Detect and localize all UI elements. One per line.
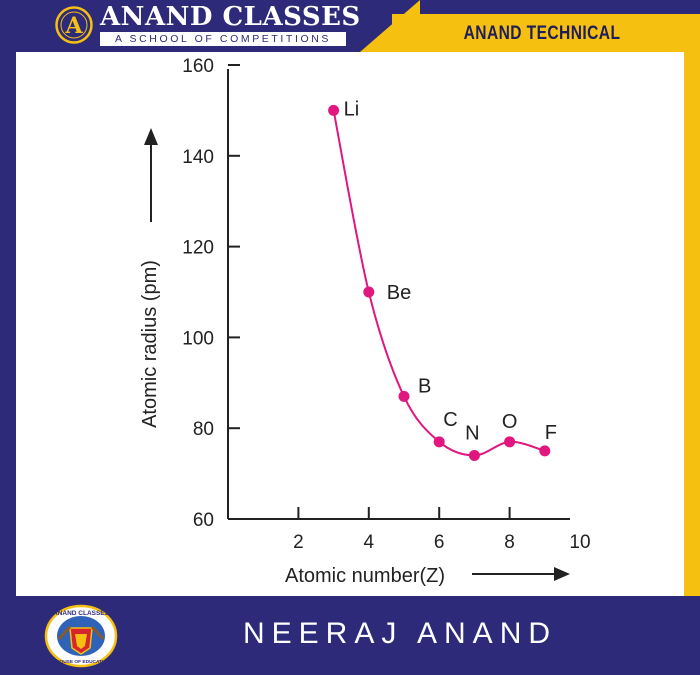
data-label-n: N: [465, 422, 479, 444]
data-point-li: [328, 104, 340, 116]
data-label-b: B: [418, 375, 431, 397]
data-point-o: [504, 436, 516, 448]
brand-logo-icon: A: [55, 6, 93, 44]
x-axis-arrow-head: [554, 567, 570, 581]
x-tick-label: 8: [504, 532, 515, 553]
data-point-c: [433, 436, 445, 448]
data-point-be: [363, 286, 375, 298]
panel-accent-strip: [684, 52, 700, 596]
brand-logo-letter: A: [64, 13, 83, 39]
brand-tagline: A SCHOOL OF COMPETITIONS: [100, 32, 346, 46]
data-point-b: [398, 390, 410, 402]
data-label-f: F: [545, 422, 557, 444]
y-axis-title: Atomic radius (pm): [139, 260, 161, 428]
data-label-c: C: [443, 409, 457, 431]
data-label-o: O: [502, 411, 518, 433]
y-tick-label: 120: [182, 238, 214, 259]
data-point-n: [468, 449, 480, 461]
footer-crest-bottom-text: A HOUSE OF EDUCATION: [51, 659, 111, 665]
series-curve: [332, 110, 546, 457]
x-tick-label: 2: [293, 532, 304, 553]
footer-crest-icon: ANAND CLASSES A HOUSE OF EDUCATION: [44, 604, 118, 668]
chart-panel: [16, 52, 684, 596]
x-tick-label: 4: [364, 532, 375, 553]
author-name: NEERAJ ANAND: [242, 617, 558, 650]
brand-title: ANAND CLASSES: [100, 2, 361, 32]
y-axis-arrow-head: [144, 128, 158, 145]
data-point-f: [539, 445, 551, 457]
data-label-li: Li: [344, 98, 360, 120]
x-tick-label: 10: [569, 532, 590, 553]
y-tick-label: 140: [182, 147, 214, 168]
footer-crest-top-text: ANAND CLASSES: [53, 610, 110, 617]
atomic-radius-chart: 60 80 100 120 140 160 2 4 6 8 10 Atomic number(Z) At…: [139, 56, 591, 587]
publisher-band: [392, 14, 700, 52]
x-axis-title: Atomic number(Z): [285, 565, 445, 587]
y-tick-label: 60: [193, 510, 214, 531]
data-label-be: Be: [387, 282, 411, 304]
y-tick-label: 160: [182, 56, 214, 77]
y-tick-label: 80: [193, 419, 214, 440]
y-tick-label: 100: [182, 328, 214, 349]
x-tick-label: 6: [434, 532, 445, 553]
